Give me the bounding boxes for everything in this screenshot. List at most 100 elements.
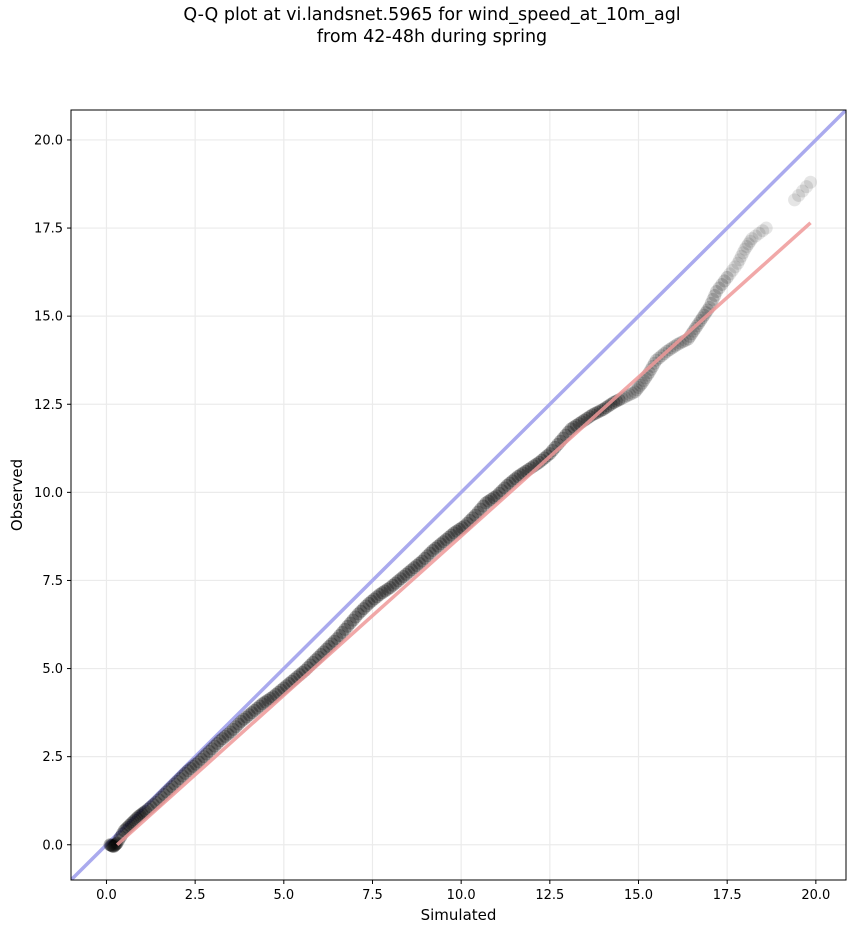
data-point xyxy=(189,757,203,771)
y-tick-label: 10.0 xyxy=(34,486,63,501)
data-point xyxy=(210,736,224,750)
data-point xyxy=(391,574,405,588)
data-point xyxy=(162,782,176,796)
data-point xyxy=(503,476,517,490)
data-point xyxy=(402,565,416,579)
data-point xyxy=(412,556,426,570)
y-tick-label: 17.5 xyxy=(34,222,63,237)
data-point xyxy=(232,717,246,731)
data-point xyxy=(130,811,144,825)
chart-title-line-1: Q-Q plot at vi.landsnet.5965 for wind_sp… xyxy=(183,5,681,25)
data-point xyxy=(718,274,732,288)
data-point xyxy=(135,807,149,821)
data-point xyxy=(686,324,700,338)
data-point xyxy=(728,260,742,274)
reference-line xyxy=(71,110,846,880)
x-tick-label: 20.0 xyxy=(801,888,830,903)
data-point xyxy=(804,175,818,189)
data-point xyxy=(733,253,747,267)
y-tick-label: 0.0 xyxy=(42,838,63,853)
data-point xyxy=(224,725,238,739)
data-point xyxy=(386,578,400,592)
data-point xyxy=(736,246,750,260)
data-point xyxy=(205,742,219,756)
data-point xyxy=(410,558,424,572)
data-point xyxy=(723,267,737,281)
data-point xyxy=(756,224,770,238)
data-point xyxy=(759,221,773,235)
fit-line xyxy=(115,221,812,847)
data-point xyxy=(349,610,363,624)
data-point xyxy=(112,833,126,847)
data-point xyxy=(538,451,552,465)
data-point xyxy=(248,703,262,717)
chart-title: Q-Q plot at vi.landsnet.5965 for wind_sp… xyxy=(0,4,856,48)
data-point xyxy=(734,249,748,263)
data-point xyxy=(444,528,458,542)
data-point xyxy=(484,492,498,506)
data-point xyxy=(362,596,376,610)
data-point xyxy=(508,472,522,486)
data-point xyxy=(800,180,814,194)
y-tick-label: 20.0 xyxy=(34,133,63,148)
y-axis: 0.0 2.5 5.0 7.5 10.0 12.5 15.0 17.5 20.0 xyxy=(34,133,71,853)
data-point xyxy=(482,494,496,508)
fit-line-segment xyxy=(115,221,812,847)
data-point xyxy=(625,386,639,400)
data-point xyxy=(788,193,802,207)
data-point xyxy=(126,815,140,829)
data-point xyxy=(234,714,248,728)
data-point xyxy=(431,539,445,553)
data-point xyxy=(168,777,182,791)
data-point xyxy=(327,634,341,648)
data-point xyxy=(423,546,437,560)
data-point xyxy=(359,599,373,613)
data-point xyxy=(330,632,344,646)
data-point xyxy=(545,444,559,458)
data-point xyxy=(741,237,755,251)
data-point xyxy=(341,619,355,633)
data-point xyxy=(197,750,211,764)
data-point xyxy=(498,481,512,495)
data-point xyxy=(439,532,453,546)
x-tick-label: 5.0 xyxy=(273,888,294,903)
data-point xyxy=(261,693,275,707)
x-axis-label: Simulated xyxy=(421,906,497,924)
data-point xyxy=(381,582,395,596)
data-point xyxy=(367,592,381,606)
data-point xyxy=(373,588,387,602)
data-point xyxy=(394,572,408,586)
data-point xyxy=(104,838,118,852)
data-point xyxy=(370,590,384,604)
data-point xyxy=(333,629,347,643)
x-tick-label: 0.0 xyxy=(96,888,117,903)
data-point xyxy=(479,496,493,510)
data-point xyxy=(343,616,357,630)
data-point xyxy=(128,813,142,827)
data-point xyxy=(375,586,389,600)
data-point xyxy=(635,376,649,390)
data-point xyxy=(418,551,432,565)
data-point xyxy=(106,839,120,853)
data-point xyxy=(450,524,464,538)
data-point xyxy=(264,692,278,706)
data-point xyxy=(708,288,722,302)
data-point xyxy=(725,263,739,277)
data-point xyxy=(706,292,720,306)
x-tick-label: 10.0 xyxy=(447,888,476,903)
data-point xyxy=(131,810,145,824)
data-point xyxy=(428,541,442,555)
data-point xyxy=(245,706,259,720)
y-tick-label: 7.5 xyxy=(42,574,63,589)
y-axis-label: Observed xyxy=(8,459,26,531)
data-point xyxy=(208,739,222,753)
y-tick-label: 12.5 xyxy=(34,398,63,413)
data-point xyxy=(796,184,810,198)
data-point xyxy=(543,447,557,461)
data-point xyxy=(194,752,208,766)
data-point xyxy=(216,732,230,746)
data-point xyxy=(743,234,757,248)
data-point xyxy=(632,381,646,395)
x-tick-label: 7.5 xyxy=(362,888,383,903)
data-point xyxy=(535,453,549,467)
